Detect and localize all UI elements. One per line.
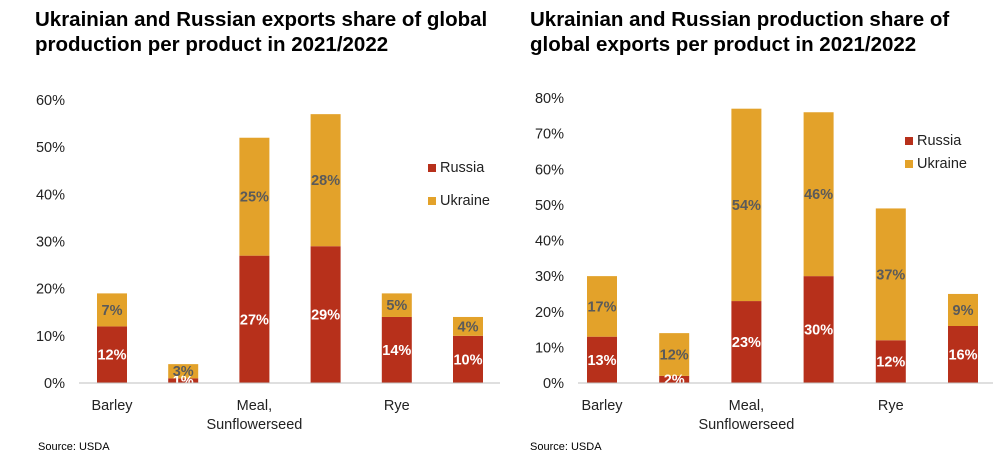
data-label-russia: 30% <box>804 323 833 339</box>
data-label-ukraine: 25% <box>240 190 269 206</box>
data-label-ukraine: 4% <box>458 319 479 335</box>
bar-ukraine <box>803 112 834 277</box>
bar-ukraine <box>97 293 127 327</box>
data-label-russia: 14% <box>382 343 411 359</box>
bar-russia <box>381 316 412 383</box>
bar-ukraine <box>731 108 762 302</box>
data-label-ukraine: 17% <box>587 299 616 315</box>
data-label-russia: 16% <box>948 348 977 364</box>
y-tick-label: 0% <box>543 376 564 392</box>
category-label: Meal, <box>237 398 272 414</box>
bar-russia <box>239 255 270 383</box>
legend-swatch-russia <box>428 164 436 172</box>
y-tick-label: 40% <box>36 187 65 203</box>
y-tick-label: 30% <box>535 269 564 285</box>
category-label: Rye <box>878 398 904 414</box>
y-tick-label: 20% <box>36 282 65 298</box>
category-label: Meal, <box>729 398 764 414</box>
bar-russia <box>310 246 341 383</box>
bar-russia <box>168 378 199 383</box>
y-tick-label: 40% <box>535 234 564 250</box>
right-chart-panel: Ukrainian and Russian production share o… <box>500 0 1001 461</box>
right-chart: 0% 10% 20% 30% 40% 50% 60% 70% 80% 13% 17% Barley 2%… <box>535 91 993 433</box>
data-label-russia: 2% <box>664 372 685 388</box>
data-label-ukraine: 37% <box>876 267 905 283</box>
data-label-ukraine: 46% <box>804 187 833 203</box>
y-tick-label: 50% <box>36 140 65 156</box>
y-tick-label: 10% <box>535 340 564 356</box>
bar-russia <box>659 375 690 383</box>
data-label-russia: 27% <box>240 312 269 328</box>
bar-ukraine <box>875 208 906 341</box>
y-tick-label: 30% <box>36 235 65 251</box>
bar-russia <box>948 326 978 383</box>
chart-title: Ukrainian and Russian production share o… <box>530 8 950 56</box>
left-chart: 0% 10% 20% 30% 40% 50% 60% 12% 7% Barley 1%3% 27% 25… <box>36 93 500 433</box>
y-tick-label: 60% <box>535 162 564 178</box>
data-label-russia: 12% <box>97 348 126 364</box>
bar-russia <box>453 335 483 383</box>
bar-russia <box>97 326 127 383</box>
bar-russia <box>587 336 617 383</box>
y-tick-label: 60% <box>36 93 65 109</box>
data-label-russia: 29% <box>311 308 340 324</box>
legend-label-russia: Russia <box>440 160 485 176</box>
legend-swatch-ukraine <box>905 160 913 168</box>
source-note: Source: USDA <box>38 441 110 453</box>
legend-label-ukraine: Ukraine <box>917 156 967 172</box>
y-tick-label: 80% <box>535 91 564 107</box>
y-tick-label: 50% <box>535 198 564 214</box>
bar-russia <box>803 276 834 383</box>
bar-ukraine <box>168 364 199 379</box>
bar-ukraine <box>587 276 617 337</box>
bar-ukraine <box>948 293 978 326</box>
category-label: Barley <box>91 398 133 414</box>
legend-label-russia: Russia <box>917 133 962 149</box>
data-label-ukraine: 3% <box>173 364 194 380</box>
data-label-ukraine: 7% <box>102 303 123 319</box>
data-label-russia: 23% <box>732 335 761 351</box>
category-label: Barley <box>581 398 623 414</box>
bar-ukraine <box>310 114 341 247</box>
chart-title: Ukrainian and Russian exports share of g… <box>35 8 488 56</box>
left-chart-panel: Ukrainian and Russian exports share of g… <box>0 0 500 461</box>
data-label-ukraine: 9% <box>953 303 974 319</box>
bar-ukraine <box>381 293 412 317</box>
data-label-ukraine: 54% <box>732 198 761 214</box>
legend-swatch-russia <box>905 137 913 145</box>
legend-label-ukraine: Ukraine <box>440 193 490 209</box>
data-label-russia: 13% <box>587 353 616 369</box>
data-label-ukraine: 28% <box>311 173 340 189</box>
bar-ukraine <box>659 333 690 376</box>
data-label-ukraine: 5% <box>386 298 407 314</box>
y-tick-label: 70% <box>535 127 564 143</box>
bar-russia <box>875 340 906 383</box>
category-label: Sunflowerseed <box>698 417 794 433</box>
bar-ukraine <box>453 316 483 336</box>
bar-ukraine <box>239 137 270 256</box>
data-label-russia: 1% <box>173 374 194 390</box>
data-label-ukraine: 12% <box>660 348 689 364</box>
data-label-russia: 10% <box>453 352 482 368</box>
data-label-russia: 12% <box>876 355 905 371</box>
y-tick-label: 10% <box>36 329 65 345</box>
category-label: Rye <box>384 398 410 414</box>
bar-russia <box>731 301 762 383</box>
category-label: Sunflowerseed <box>206 417 302 433</box>
source-note: Source: USDA <box>530 441 602 453</box>
y-tick-label: 20% <box>535 305 564 321</box>
legend-swatch-ukraine <box>428 197 436 205</box>
y-tick-label: 0% <box>44 376 65 392</box>
